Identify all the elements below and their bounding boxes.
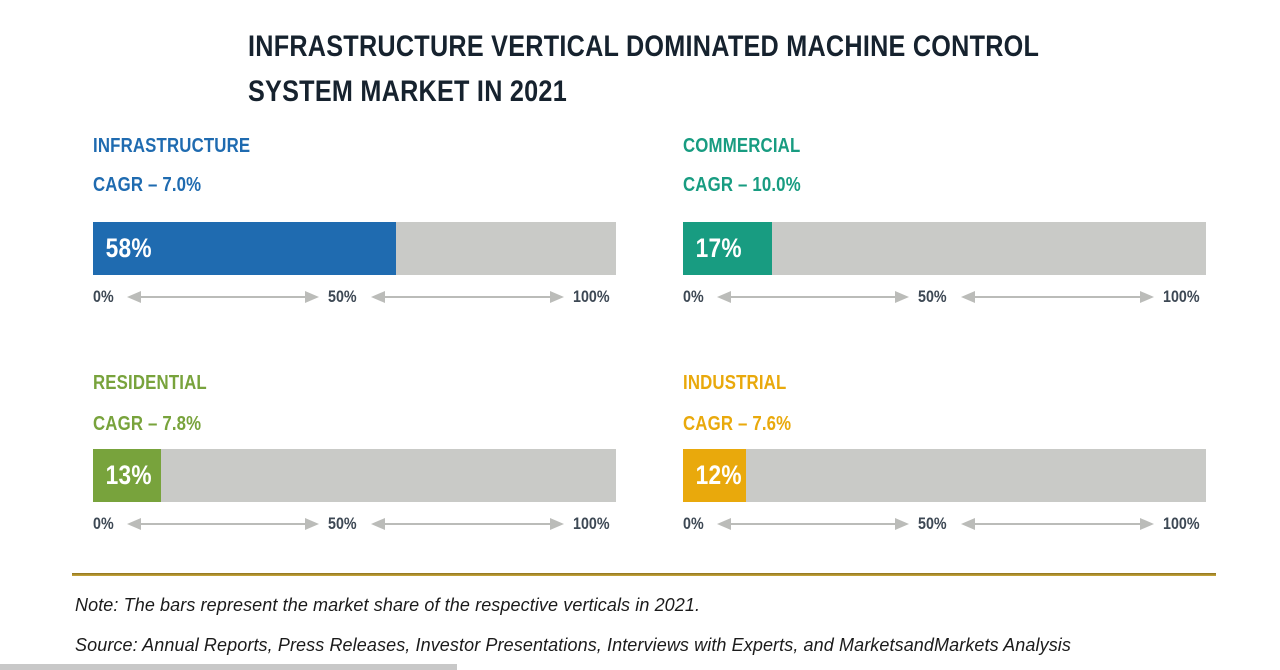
- note-text: Note: The bars represent the market shar…: [75, 595, 701, 615]
- axis: 0% 50% 100%: [683, 515, 1206, 533]
- double-headed-arrow-icon: [371, 291, 565, 303]
- double-headed-arrow-icon: [716, 518, 910, 530]
- panel-commercial: COMMERCIAL CAGR – 10.0% 17% 0% 50% 100%: [683, 135, 1206, 306]
- double-headed-arrow-icon: [961, 518, 1155, 530]
- double-headed-arrow-icon: [371, 518, 565, 530]
- panel-cagr: CAGR – 7.0%: [93, 174, 202, 196]
- panel-name: RESIDENTIAL: [93, 372, 207, 394]
- double-headed-arrow-icon: [961, 291, 1155, 303]
- axis-tick-100: 100%: [572, 514, 610, 533]
- panel-residential: RESIDENTIAL CAGR – 7.8% 13% 0% 50% 100%: [93, 372, 616, 533]
- bar-fill: 58%: [93, 222, 397, 275]
- bar-fill: 12%: [683, 449, 746, 502]
- bar-fill: 17%: [683, 222, 772, 275]
- bar-value-label: 17%: [695, 233, 742, 263]
- axis-tick-0: 0%: [683, 287, 704, 306]
- bar-value-label: 13%: [105, 460, 152, 490]
- axis: 0% 50% 100%: [93, 288, 616, 306]
- panel-cagr: CAGR – 10.0%: [683, 174, 801, 196]
- bar-track: 13%: [93, 449, 616, 502]
- double-headed-arrow-icon: [126, 518, 320, 530]
- panel-cagr: CAGR – 7.8%: [93, 413, 202, 435]
- bar-value-label: 12%: [695, 460, 742, 490]
- axis-tick-50: 50%: [328, 287, 357, 306]
- panel-name: INFRASTRUCTURE: [93, 135, 251, 157]
- axis-tick-50: 50%: [918, 514, 947, 533]
- axis-tick-0: 0%: [683, 514, 704, 533]
- bar-track: 58%: [93, 222, 616, 275]
- axis-tick-100: 100%: [1162, 514, 1200, 533]
- chart-title-line2: SYSTEM MARKET IN 2021: [248, 75, 567, 108]
- axis: 0% 50% 100%: [683, 288, 1206, 306]
- axis-tick-50: 50%: [328, 514, 357, 533]
- bottom-edge-strip: [0, 664, 457, 670]
- axis-tick-0: 0%: [93, 287, 114, 306]
- bar-track: 12%: [683, 449, 1206, 502]
- panel-industrial: INDUSTRIAL CAGR – 7.6% 12% 0% 50% 100%: [683, 372, 1206, 533]
- gold-divider: [72, 573, 1216, 576]
- panel-infrastructure: INFRASTRUCTURE CAGR – 7.0% 58% 0% 50% 10…: [93, 135, 616, 306]
- axis-tick-50: 50%: [918, 287, 947, 306]
- bar-value-label: 58%: [105, 233, 152, 263]
- bar-track: 17%: [683, 222, 1206, 275]
- chart-title-line1: INFRASTRUCTURE VERTICAL DOMINATED MACHIN…: [248, 30, 1040, 63]
- axis: 0% 50% 100%: [93, 515, 616, 533]
- axis-tick-0: 0%: [93, 514, 114, 533]
- panel-name: INDUSTRIAL: [683, 372, 787, 394]
- panel-name: COMMERCIAL: [683, 135, 801, 157]
- panel-cagr: CAGR – 7.6%: [683, 413, 792, 435]
- chart-title: INFRASTRUCTURE VERTICAL DOMINATED MACHIN…: [248, 24, 1190, 114]
- double-headed-arrow-icon: [716, 291, 910, 303]
- axis-tick-100: 100%: [1162, 287, 1200, 306]
- source-text: Source: Annual Reports, Press Releases, …: [75, 635, 1072, 655]
- axis-tick-100: 100%: [572, 287, 610, 306]
- double-headed-arrow-icon: [126, 291, 320, 303]
- bar-fill: 13%: [93, 449, 161, 502]
